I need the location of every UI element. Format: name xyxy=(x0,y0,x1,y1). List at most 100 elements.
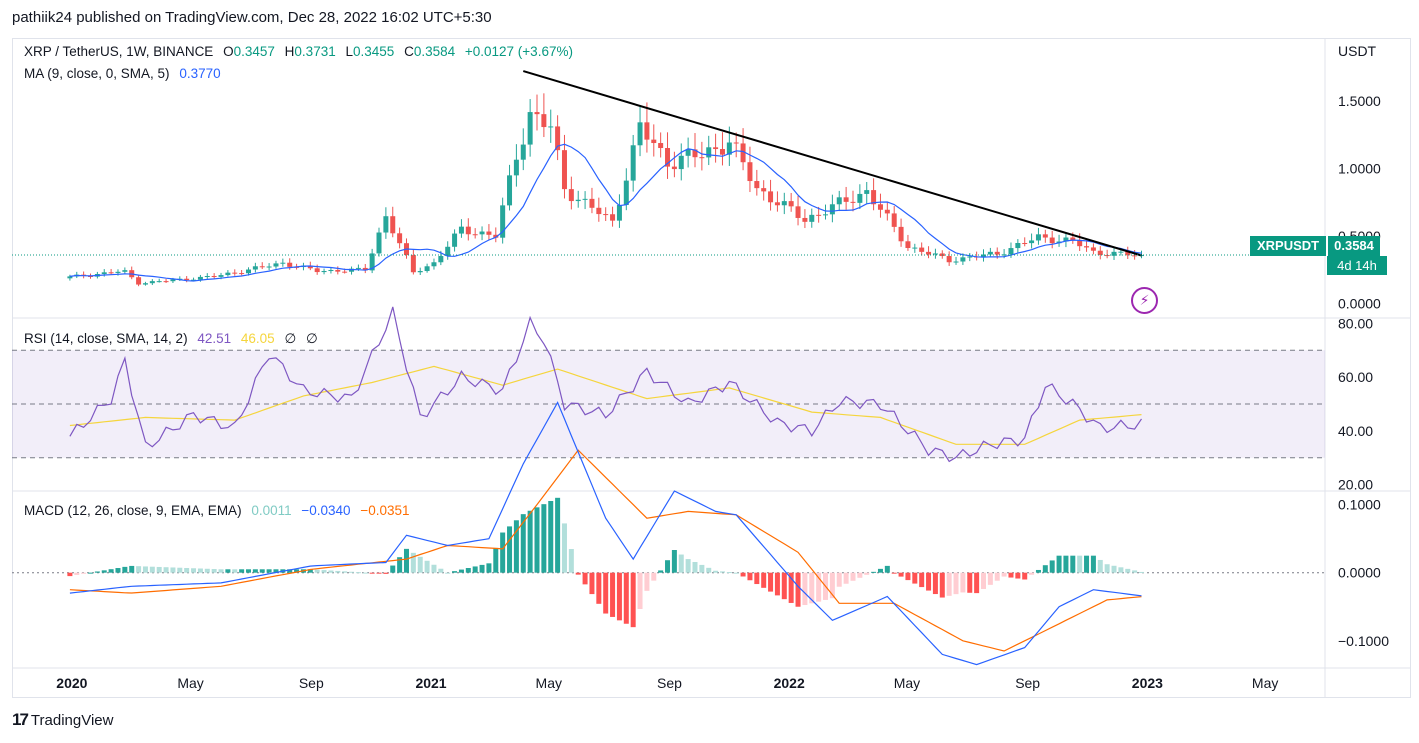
macd-hist-bar xyxy=(232,569,238,573)
macd-hist-bar xyxy=(245,569,251,573)
candle-body xyxy=(658,143,664,149)
macd-hist-bar xyxy=(88,572,94,574)
candle-body xyxy=(575,199,581,202)
macd-hist-bar xyxy=(1042,565,1048,573)
high-label: H xyxy=(284,44,295,59)
macd-hist-bar xyxy=(740,572,746,577)
macd-hist-bar xyxy=(410,552,416,573)
ma-label: MA (9, close, 0, SMA, 5) xyxy=(24,66,170,81)
macd-hist-bar xyxy=(651,572,657,581)
candle-body xyxy=(1015,243,1021,249)
candle-body xyxy=(417,271,423,273)
macd-hist-bar xyxy=(568,549,574,573)
candle-body xyxy=(891,213,897,227)
macd-hist-bar xyxy=(122,566,128,573)
candle-body xyxy=(136,277,142,285)
macd-hist-bar xyxy=(726,572,732,574)
macd-hist-bar xyxy=(445,572,451,574)
macd-hist-bar xyxy=(616,572,622,621)
macd-hist-bar xyxy=(932,572,938,595)
candle-body xyxy=(438,256,444,263)
macd-hist-bar xyxy=(149,566,155,573)
candle-body xyxy=(204,276,210,278)
macd-hist-bar xyxy=(692,561,698,573)
candle-body xyxy=(692,149,698,158)
candle-body xyxy=(761,188,767,192)
time-tick-label: May xyxy=(177,675,203,691)
candle-body xyxy=(156,281,162,283)
macd-hist-bar xyxy=(857,572,863,578)
ma-value: 0.3770 xyxy=(179,66,221,81)
macd-hist-bar xyxy=(94,571,100,573)
macd-hist-bar xyxy=(795,572,801,607)
lightning-bolt-icon[interactable]: ⚡ xyxy=(1131,287,1158,314)
macd-hist-bar xyxy=(1049,560,1055,573)
macd-legend[interactable]: MACD (12, 26, close, 9, EMA, EMA) 0.0011… xyxy=(24,503,416,518)
macd-hist-bar xyxy=(919,572,925,588)
candle-body xyxy=(754,181,760,189)
candle-body xyxy=(465,226,471,235)
macd-tick-label: 0.1000 xyxy=(1338,497,1381,513)
rsi-legend[interactable]: RSI (14, close, SMA, 14, 2) 42.51 46.05 … xyxy=(24,331,324,347)
candle-body xyxy=(555,126,561,151)
chart-frame[interactable] xyxy=(12,38,1411,698)
candle-body xyxy=(321,271,327,273)
candle-body xyxy=(1029,240,1035,244)
candle-body xyxy=(266,266,272,268)
macd-hist-bar xyxy=(1070,555,1076,573)
candle-body xyxy=(665,148,671,167)
candle-body xyxy=(905,241,911,248)
candle-body xyxy=(829,204,835,215)
candle-body xyxy=(616,205,622,221)
candle-body xyxy=(568,189,574,202)
macd-hist-bar xyxy=(946,572,952,596)
candle-body xyxy=(816,214,822,216)
macd-hist-bar xyxy=(129,565,135,573)
macd-hist-bar xyxy=(74,572,80,575)
macd-hist-bar xyxy=(1056,555,1062,573)
candle-body xyxy=(349,268,355,272)
rsi-line xyxy=(69,306,1142,463)
macd-hist-bar xyxy=(685,559,691,573)
candle-body xyxy=(445,246,451,257)
candle-body xyxy=(726,142,732,155)
macd-hist-bar xyxy=(328,570,334,573)
macd-hist-bar xyxy=(218,569,224,573)
macd-hist-bar xyxy=(534,507,540,573)
candle-body xyxy=(108,272,114,274)
symbol-label[interactable]: XRP / TetherUS, 1W, BINANCE xyxy=(24,44,214,59)
low-value: 0.3455 xyxy=(353,44,395,59)
rsi-ma-line xyxy=(69,365,1142,445)
candle-body xyxy=(472,234,478,236)
ma-legend[interactable]: MA (9, close, 0, SMA, 5) 0.3770 xyxy=(24,66,227,81)
macd-hist-bar xyxy=(1090,555,1096,573)
time-tick-label: May xyxy=(1252,675,1278,691)
macd-hist-bar xyxy=(197,568,203,573)
candle-body xyxy=(802,217,808,222)
macd-hist-bar xyxy=(527,510,533,573)
candle-body xyxy=(225,272,231,276)
candle-body xyxy=(788,201,794,207)
macd-hist-bar xyxy=(101,570,107,573)
candle-body xyxy=(651,139,657,144)
macd-hist-bar xyxy=(699,564,705,573)
time-tick-label: Sep xyxy=(1015,675,1040,691)
candle-body xyxy=(946,256,952,263)
candle-body xyxy=(328,269,334,272)
candle-body xyxy=(644,122,650,140)
macd-hist-bar xyxy=(713,570,719,573)
macd-hist-bar xyxy=(156,566,162,573)
macd-hist-bar xyxy=(81,572,87,574)
macd-hist-bar xyxy=(307,569,313,573)
macd-hist-bar xyxy=(637,572,643,609)
macd-hist-bar xyxy=(225,569,231,573)
macd-hist-bar xyxy=(507,526,513,573)
tradingview-logo[interactable]: 17 TradingView xyxy=(12,710,113,730)
rsi-extra-1: ∅ xyxy=(284,331,297,346)
close-value: 0.3584 xyxy=(413,44,456,59)
macd-hist-bar xyxy=(349,571,355,573)
candle-body xyxy=(239,273,245,275)
candle-body xyxy=(520,144,526,160)
candle-body xyxy=(795,206,801,218)
